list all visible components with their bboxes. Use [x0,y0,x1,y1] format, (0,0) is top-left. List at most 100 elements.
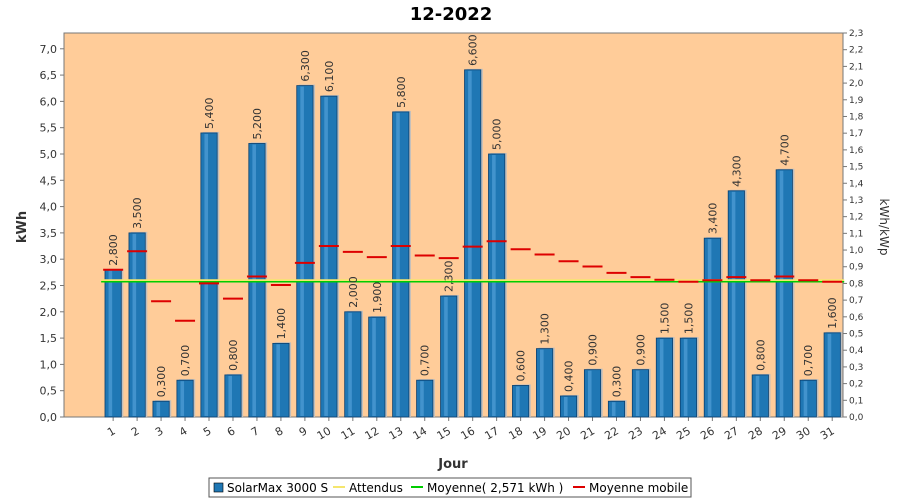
bar-highlight [707,239,712,416]
x-tick-label: 25 [674,424,693,442]
x-tick-label: 19 [530,424,549,442]
x-tick-label: 8 [273,424,286,439]
bar-highlight [156,402,161,416]
bar [536,348,554,418]
bar-highlight [372,318,376,416]
bar-value-label: 3,500 [131,197,144,229]
moving-average-series [103,240,843,322]
y2-tick-label: 0,7 [849,296,863,306]
y-tick-label: 5,0 [40,148,58,161]
x-tick-label: 18 [506,424,525,442]
bar [775,169,793,418]
bar-highlight [132,233,137,416]
x-tick-label: 16 [459,424,478,442]
bar-highlight [683,339,688,416]
value-labels: 2,800 3,500 0,300 0,700 5,400 0,800 5,200 1,400… [107,34,839,397]
bar [296,85,314,418]
y2-tick-label: 1,3 [849,196,863,206]
bar-highlight [755,375,760,416]
bar-value-label: 4,300 [730,155,743,187]
x-tick-label: 5 [201,424,214,439]
bar-highlight [827,333,832,416]
y-tick-label: 6,0 [40,95,58,108]
y-tick-label: 4,0 [40,201,58,214]
bar [368,316,386,418]
bar [224,374,242,418]
bar [104,269,122,418]
bar [607,400,626,418]
bar-value-label: 1,600 [826,297,839,329]
y2-tick-label: 1,5 [849,163,863,173]
x-tick-label: 30 [794,424,813,442]
bar-highlight [108,270,113,416]
y-tick-label: 7,0 [40,43,58,56]
x-tick-label: 31 [818,424,837,442]
y2-tick-label: 0,2 [849,380,863,390]
y2-tick-label: 1,2 [849,213,863,223]
bar [152,400,170,418]
bar-highlight [516,386,520,416]
chart-title: 12-2022 [410,4,493,25]
y2-tick-label: 1,8 [849,112,864,122]
bar-value-label: 5,800 [395,76,408,108]
bar-value-label: 0,400 [563,360,576,392]
x-tick-label: 2 [129,424,142,439]
bar [344,311,362,418]
y-tick-label: 3,0 [40,253,58,266]
line-series [101,279,845,283]
y2-tick-label: 1,1 [849,229,863,239]
bar-highlight [324,97,328,416]
x-tick-label: 3 [153,424,166,439]
y2-axis: 0,0 0,1 0,2 0,3 0,4 0,5 0,6 0,7 0,8 0,9 1,0 1,1 1,2 1… [843,29,864,423]
bar-highlight [540,349,544,416]
x-tick-label: 29 [770,424,789,442]
y2-tick-label: 0,6 [849,313,864,323]
bar-value-label: 0,800 [754,339,767,371]
bar-value-label: 1,500 [658,303,671,335]
y-tick-label: 1,0 [40,358,58,371]
bar [440,295,458,418]
legend-label-moyenne: Moyenne( 2,571 kWh ) [427,481,563,495]
x-tick-label: 14 [411,424,430,442]
bar-value-label: 2,800 [107,234,120,266]
x-tick-label: 26 [698,424,717,442]
y2-tick-label: 0,5 [849,330,863,340]
y2-tick-label: 2,2 [849,46,863,56]
y2-tick-label: 0,1 [849,396,863,406]
bar [727,190,745,418]
bar-highlight [276,344,280,416]
x-tick-label: 24 [650,424,669,442]
bar [679,337,697,418]
bar-value-label: 0,300 [610,366,623,398]
bar-value-label: 0,300 [155,366,168,398]
bar [320,95,338,418]
bar-value-label: 5,400 [203,97,216,129]
x-tick-label: 21 [578,424,597,442]
bar [512,385,530,418]
bar-value-label: 2,000 [347,276,360,308]
y2-tick-label: 1,9 [849,96,864,106]
bar-value-label: 1,400 [275,308,288,340]
legend-label-solarmax: SolarMax 3000 S [227,481,328,495]
y2-tick-label: 0,4 [849,346,864,356]
x-tick-label: 7 [249,424,262,439]
x-tick-label: 20 [554,424,573,442]
bar-value-label: 0,600 [515,350,528,382]
legend-label-attendus: Attendus [349,481,403,495]
x-tick-label: 23 [626,424,645,442]
bar-highlight [180,381,185,416]
bar-value-label: 0,700 [419,345,432,377]
bar-highlight [587,370,592,416]
bar-value-label: 6,300 [299,50,312,82]
bar-value-label: 6,100 [323,61,336,93]
y-tick-label: 2,5 [40,279,58,292]
bar-value-label: 0,700 [802,345,815,377]
bar [200,132,218,418]
y2-tick-label: 2,3 [849,29,863,39]
bar [488,153,506,418]
bar-highlight [348,312,352,416]
bar-highlight [204,133,209,417]
bar-series [104,68,843,418]
bar-highlight [659,339,664,416]
